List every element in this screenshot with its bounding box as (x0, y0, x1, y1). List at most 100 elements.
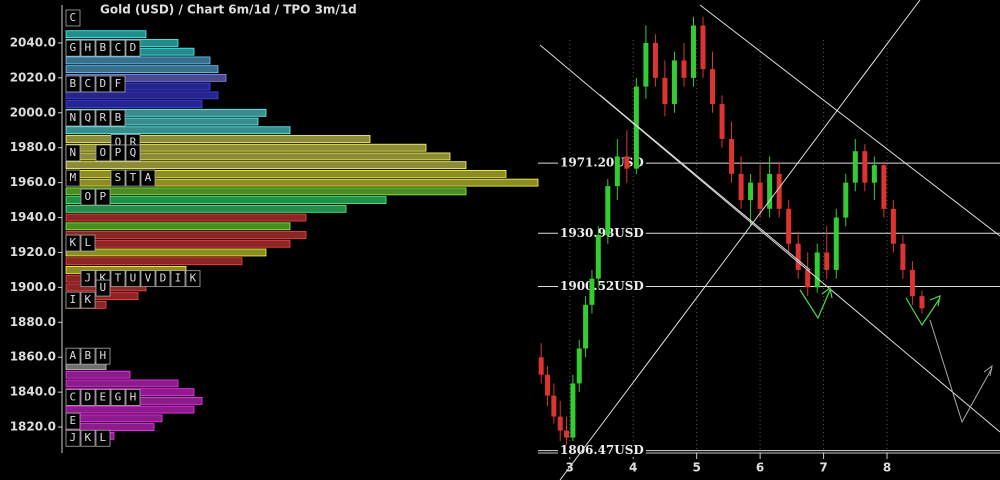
candle-body (700, 25, 706, 70)
profile-bar (65, 204, 347, 213)
tpo-box (185, 270, 201, 288)
tpo-letters: KL (70, 236, 100, 249)
candle-body (814, 252, 820, 288)
tpo-box (65, 234, 81, 252)
candle-body (719, 104, 725, 139)
y-tick-label: 1880.0 (10, 315, 56, 329)
level-label: 1900.52USD (560, 279, 644, 293)
tpo-box (80, 75, 96, 93)
profile-bar (65, 187, 467, 196)
profile-bar (65, 135, 371, 143)
y-tick-label: 1840.0 (10, 385, 56, 399)
profile-bar (65, 196, 387, 204)
tpo-letters: CDEGH (70, 390, 145, 403)
candle-body (570, 383, 576, 438)
chart-title: Gold (USD) / Chart 6m/1d / TPO 3m/1d (100, 3, 357, 17)
candle-body (909, 269, 915, 297)
candle-body (776, 173, 782, 209)
tpo-letters: BCDF (70, 77, 130, 90)
profile-bar (65, 231, 307, 239)
candle-body (748, 182, 754, 201)
tpo-box (155, 270, 171, 288)
profile-bar (65, 405, 195, 414)
candle-body (738, 173, 744, 201)
candle-body (605, 186, 611, 236)
candle-body (583, 304, 589, 349)
tpo-box (110, 169, 126, 187)
tpo-letters: OP (70, 190, 115, 203)
profile-bar (65, 100, 203, 108)
projection (929, 319, 993, 424)
tpo-box (95, 144, 111, 162)
profile-bar (65, 370, 131, 379)
profile-bar (65, 257, 243, 266)
tpo-box (65, 291, 81, 309)
tpo-box (170, 270, 186, 288)
tpo-letters: NQRB (70, 111, 130, 124)
candle-body (833, 217, 839, 270)
tpo-box (125, 169, 141, 187)
x-tick-label: 4 (629, 461, 637, 475)
candle-body (843, 182, 849, 218)
tpo-box (140, 270, 156, 288)
tpo-box (65, 75, 81, 93)
tpo-letters: E (70, 414, 85, 427)
y-tick-label: 1860.0 (10, 350, 56, 364)
tpo-box (80, 270, 96, 288)
candle-body (786, 208, 792, 244)
candle-body (690, 25, 696, 78)
tpo-box (125, 388, 141, 406)
y-tick-label: 2000.0 (10, 105, 56, 119)
y-tick-label: 1980.0 (10, 140, 56, 154)
tpo-box (110, 39, 126, 57)
y-tick-label: 2040.0 (10, 35, 56, 49)
tpo-box (125, 144, 141, 162)
candle-body (824, 252, 830, 270)
tpo-box (80, 234, 96, 252)
tpo-letters: M STA (70, 171, 160, 184)
candle-body (652, 42, 658, 78)
candle-body (919, 296, 925, 309)
candle-body (671, 60, 677, 105)
level-label: 1806.47USD (560, 443, 644, 457)
tpo-box (65, 169, 81, 187)
candle-body (871, 165, 877, 183)
tpo-letters: IK (70, 293, 100, 306)
candle-body (900, 243, 906, 270)
profile-bar (65, 126, 291, 135)
tpo-box (95, 347, 111, 365)
x-tick-label: 7 (819, 461, 827, 475)
tpo-box (65, 412, 81, 430)
y-tick-label: 1900.0 (10, 280, 56, 294)
tpo-box (95, 39, 111, 57)
tpo-box (65, 347, 81, 365)
level-label-bg (558, 155, 646, 170)
tpo-box (110, 109, 126, 127)
candle-body (538, 357, 544, 375)
tpo-box (65, 429, 81, 447)
tpo-box (125, 39, 141, 57)
candle-body (795, 243, 801, 270)
profile-bar (65, 56, 211, 65)
profile-bar (65, 239, 291, 248)
tpo-box (80, 39, 96, 57)
profile-bar (65, 379, 179, 388)
profile-bar (65, 248, 267, 257)
tpo-box (65, 9, 81, 27)
candle-body (595, 235, 601, 279)
candle-body (757, 182, 763, 209)
tpo-letters: ABH (70, 349, 115, 362)
candle-body (767, 173, 773, 209)
profile-bar (65, 161, 467, 170)
candle-body (852, 151, 858, 183)
level-label: 1971.20USD (560, 156, 644, 170)
tpo-box (65, 144, 81, 162)
y-tick-label: 1820.0 (10, 420, 56, 434)
candle-body (576, 348, 582, 384)
x-tick-label: 5 (692, 461, 700, 475)
x-tick-label: 6 (756, 461, 764, 475)
candle-body (862, 151, 868, 183)
candle-body (681, 60, 687, 78)
x-tick-label: 8 (883, 461, 891, 475)
